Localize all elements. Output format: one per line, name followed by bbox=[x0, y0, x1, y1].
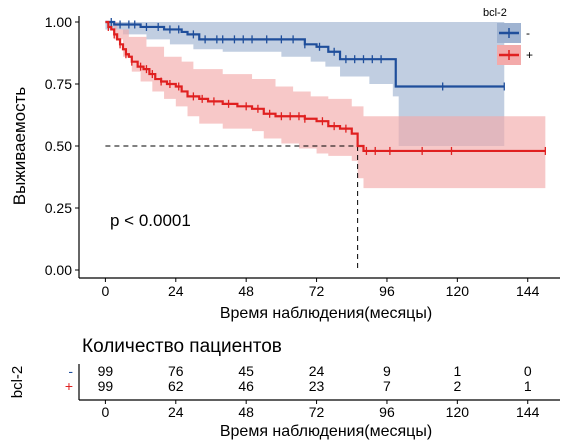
ci-band-positive bbox=[105, 22, 546, 189]
risk-table-title: Количество пациентов bbox=[82, 336, 282, 357]
x-tick-label-0: 0 bbox=[101, 283, 109, 299]
risk-x-tick-label-2: 48 bbox=[238, 404, 254, 420]
confidence-bands bbox=[105, 22, 546, 189]
risk-count-positive-5: 2 bbox=[453, 378, 461, 394]
x-tick-label-6: 144 bbox=[516, 283, 540, 299]
risk-x-tick-label-4: 96 bbox=[379, 404, 395, 420]
x-axis-title: Время наблюдения(месяцы) bbox=[220, 305, 432, 322]
x-tick-label-3: 72 bbox=[309, 283, 325, 299]
y-axis-title: Выживаемость bbox=[10, 87, 29, 206]
x-tick-label-5: 120 bbox=[446, 283, 470, 299]
ci-band-negative bbox=[105, 22, 505, 146]
risk-count-positive-3: 23 bbox=[309, 378, 325, 394]
risk-count-positive-4: 7 bbox=[383, 378, 391, 394]
risk-x-tick-label-6: 144 bbox=[516, 404, 540, 420]
legend: bcl-2 - + bbox=[483, 7, 533, 65]
x-tick-label-4: 96 bbox=[379, 283, 395, 299]
risk-table-x-axis-title: Время наблюдения(месяцы) bbox=[220, 423, 432, 440]
risk-count-negative-5: 1 bbox=[453, 363, 461, 379]
risk-table-body: -99 76 45 24 9 1 0+ 99 62 46 23 7 2 10 24 48 72 96 120 144 bbox=[65, 363, 560, 420]
censor-marks bbox=[107, 18, 546, 155]
legend-label-positive: + bbox=[526, 48, 533, 62]
risk-count-negative-6: 0 bbox=[524, 363, 532, 379]
risk-x-tick-label-5: 120 bbox=[446, 404, 470, 420]
risk-count-positive-1: 62 bbox=[168, 378, 184, 394]
risk-count-positive-6: 1 bbox=[524, 378, 532, 394]
legend-label-negative: - bbox=[526, 26, 530, 40]
risk-table: Количество пациентов bcl-2 -99 76 45 24 9 1 0+… bbox=[9, 336, 560, 440]
y-tick-label-1: 0.25 bbox=[45, 200, 72, 216]
y-tick-label-0: 0.00 bbox=[45, 262, 72, 278]
risk-x-tick-label-1: 24 bbox=[168, 404, 184, 420]
x-tick-label-1: 24 bbox=[168, 283, 184, 299]
y-tick-label-3: 0.75 bbox=[45, 76, 72, 92]
risk-count-negative-2: 45 bbox=[238, 363, 254, 379]
risk-count-negative-0: 99 bbox=[98, 363, 114, 379]
risk-x-tick-label-3: 72 bbox=[309, 404, 325, 420]
median-reference-lines bbox=[105, 145, 359, 270]
risk-count-negative-3: 24 bbox=[309, 363, 325, 379]
risk-x-tick-label-0: 0 bbox=[101, 404, 109, 420]
risk-count-negative-1: 76 bbox=[168, 363, 184, 379]
risk-count-positive-2: 46 bbox=[238, 378, 254, 394]
risk-table-ylabel: bcl-2 bbox=[9, 366, 26, 399]
legend-title: bcl-2 bbox=[483, 7, 507, 19]
risk-row-label-negative: - bbox=[68, 363, 73, 379]
x-tick-label-2: 48 bbox=[238, 283, 254, 299]
y-tick-label-4: 1.00 bbox=[45, 14, 72, 30]
risk-count-positive-0: 99 bbox=[98, 378, 114, 394]
axes: 0.00 0.25 0.50 0.75 1.00 0 24 48 72 96 120 144 bbox=[45, 14, 560, 299]
survival-curve-negative bbox=[105, 20, 505, 88]
risk-row-label-positive: + bbox=[65, 378, 73, 394]
risk-count-negative-4: 9 bbox=[383, 363, 391, 379]
p-value-annotation: p < 0.0001 bbox=[110, 211, 191, 230]
y-tick-label-2: 0.50 bbox=[45, 138, 72, 154]
